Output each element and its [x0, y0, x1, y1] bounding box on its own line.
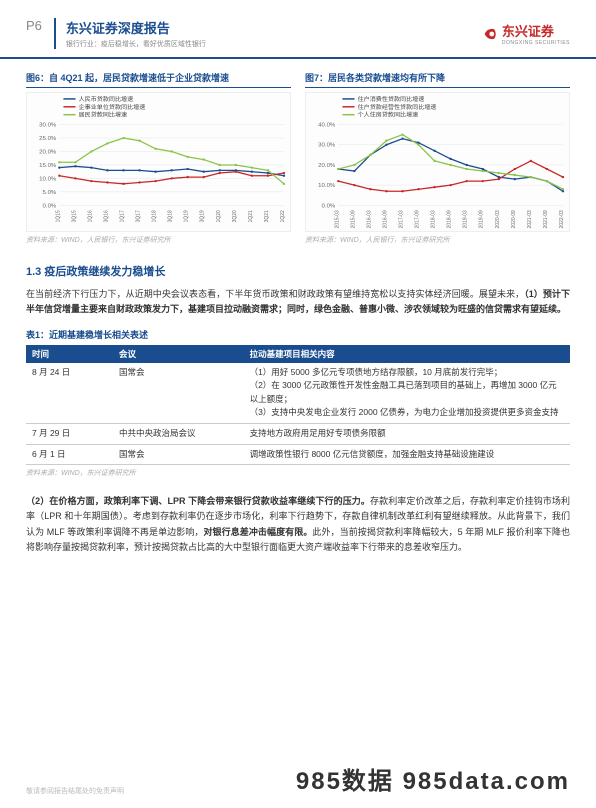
- report-title: 东兴证券深度报告: [66, 18, 206, 37]
- svg-text:2016-09: 2016-09: [382, 210, 388, 228]
- chart7-source: 资料来源：WIND，人民银行，东兴证券研究所: [305, 235, 570, 245]
- table1-th-2: 拉动基建项目相关内容: [244, 345, 570, 363]
- svg-text:3Q17: 3Q17: [136, 210, 142, 222]
- section-13-para: 在当前经济下行压力下，从近期中央会议表态看，下半年货币政策和财政政策有望维持宽松…: [26, 287, 570, 318]
- svg-text:人民币贷款同比增速: 人民币贷款同比增速: [79, 95, 134, 103]
- header-title-block: 东兴证券深度报告 银行行业：疫后稳增长，看好优质区域性银行: [54, 18, 206, 49]
- svg-text:10.0%: 10.0%: [318, 183, 336, 189]
- svg-text:3Q15: 3Q15: [71, 210, 77, 222]
- svg-text:1Q15: 1Q15: [55, 210, 61, 222]
- svg-text:2019-03: 2019-03: [463, 210, 469, 228]
- svg-text:2018-09: 2018-09: [447, 210, 453, 228]
- table-cell: 6 月 1 日: [26, 444, 113, 465]
- svg-text:住户消费性贷款同比增速: 住户消费性贷款同比增速: [358, 95, 425, 103]
- svg-text:20.0%: 20.0%: [39, 150, 57, 156]
- table1-th-1: 会议: [113, 345, 244, 363]
- svg-text:1Q20: 1Q20: [216, 210, 222, 222]
- svg-text:2021-09: 2021-09: [543, 210, 549, 228]
- chart6-source: 资料来源：WIND，人民银行，东兴证券研究所: [26, 235, 291, 245]
- watermark: 985数据 985data.com: [296, 761, 570, 796]
- svg-text:2021-03: 2021-03: [527, 210, 533, 228]
- svg-text:0.0%: 0.0%: [322, 203, 337, 209]
- table1-source: 资料来源：WIND，东兴证券研究所: [26, 468, 570, 478]
- table-cell: 8 月 24 日: [26, 363, 113, 424]
- chart6-box: 0.0% 5.0% 10.0% 15.0% 20.0% 25.0% 30.0% 1Q15 3Q1…: [26, 92, 291, 232]
- svg-text:30.0%: 30.0%: [318, 143, 336, 149]
- table1-title: 表1：近期基建稳增长相关表述: [26, 328, 570, 341]
- svg-text:0.0%: 0.0%: [43, 203, 58, 209]
- svg-text:20.0%: 20.0%: [318, 163, 336, 169]
- svg-text:个人住房贷款同比增速: 个人住房贷款同比增速: [358, 111, 419, 119]
- svg-text:3Q16: 3Q16: [103, 210, 109, 222]
- chart6-title: 图6：自 4Q21 起，居民贷款增速低于企业贷款增速: [26, 71, 291, 88]
- svg-text:3Q18: 3Q18: [168, 210, 174, 222]
- svg-text:2020-03: 2020-03: [495, 210, 501, 228]
- svg-text:1Q19: 1Q19: [184, 210, 190, 222]
- svg-text:2017-03: 2017-03: [398, 210, 404, 228]
- chart7-col: 图7：居民各类贷款增速均有所下降 0.0% 10.0% 20.0% 30.0% 40.0…: [305, 71, 570, 245]
- svg-text:10.0%: 10.0%: [39, 176, 57, 182]
- table1: 时间会议拉动基建项目相关内容 8 月 24 日国常会（1）用好 5000 多亿元…: [26, 345, 570, 466]
- table-cell: 支持地方政府用足用好专项债务限额: [244, 423, 570, 444]
- svg-text:3Q19: 3Q19: [200, 210, 206, 222]
- table-cell: 调增政策性银行 8000 亿元信贷额度，加强金融支持基础设施建设: [244, 444, 570, 465]
- table-row: 8 月 24 日国常会（1）用好 5000 多亿元专项债地方结存限额，10 月底…: [26, 363, 570, 424]
- svg-text:1Q18: 1Q18: [152, 210, 158, 222]
- svg-text:1Q21: 1Q21: [248, 210, 254, 222]
- svg-text:3Q21: 3Q21: [264, 210, 270, 222]
- table1-th-0: 时间: [26, 345, 113, 363]
- svg-text:1Q17: 1Q17: [119, 210, 125, 222]
- svg-text:企事业单位贷款同比增速: 企事业单位贷款同比增速: [79, 103, 146, 111]
- svg-text:住户贷款经营性贷款同比增速: 住户贷款经营性贷款同比增速: [358, 103, 437, 111]
- svg-text:居民贷款同比增速: 居民贷款同比增速: [79, 111, 128, 119]
- svg-text:15.0%: 15.0%: [39, 163, 57, 169]
- svg-text:1Q16: 1Q16: [87, 210, 93, 222]
- table-cell: 中共中央政治局会议: [113, 423, 244, 444]
- svg-text:40.0%: 40.0%: [318, 123, 336, 129]
- chart7-title: 图7：居民各类贷款增速均有所下降: [305, 71, 570, 88]
- report-subtitle: 银行行业：疫后稳增长，看好优质区域性银行: [66, 39, 206, 49]
- page-header: P6 东兴证券深度报告 银行行业：疫后稳增长，看好优质区域性银行 东兴证券 DO…: [0, 0, 596, 59]
- svg-text:2015-09: 2015-09: [350, 210, 356, 228]
- svg-text:1Q22: 1Q22: [280, 210, 286, 222]
- page-footer: 敬请参阅报告结尾处的免责声明 985数据 985data.com: [26, 761, 570, 796]
- svg-text:2016-03: 2016-03: [366, 210, 372, 228]
- page-number: P6: [26, 18, 42, 33]
- svg-text:2022-03: 2022-03: [559, 210, 565, 228]
- table-row: 6 月 1 日国常会调增政策性银行 8000 亿元信贷额度，加强金融支持基础设施…: [26, 444, 570, 465]
- section-13-heading: 1.3 疫后政策继续发力稳增长: [26, 263, 570, 279]
- table-row: 7 月 29 日中共中央政治局会议支持地方政府用足用好专项债务限额: [26, 423, 570, 444]
- section-13: 1.3 疫后政策继续发力稳增长 在当前经济下行压力下，从近期中央会议表态看，下半…: [0, 249, 596, 484]
- table-cell: 国常会: [113, 444, 244, 465]
- chart7-box: 0.0% 10.0% 20.0% 30.0% 40.0% 2015-03 2015-09 20…: [305, 92, 570, 232]
- company-logo: 东兴证券 DONGXING SECURITIES: [483, 21, 570, 46]
- header-left: P6 东兴证券深度报告 银行行业：疫后稳增长，看好优质区域性银行: [26, 18, 206, 49]
- chart6-col: 图6：自 4Q21 起，居民贷款增速低于企业贷款增速 0.0% 5.0% 10.0%…: [26, 71, 291, 245]
- svg-text:2017-09: 2017-09: [415, 210, 421, 228]
- svg-text:2018-03: 2018-03: [431, 210, 437, 228]
- para2-text: （2）在价格方面，政策利率下调、LPR 下降会带来银行贷款收益率继续下行的压力。…: [26, 494, 570, 555]
- svg-text:3Q20: 3Q20: [232, 210, 238, 222]
- svg-text:2019-09: 2019-09: [479, 210, 485, 228]
- svg-text:2020-09: 2020-09: [511, 210, 517, 228]
- logo-text: 东兴证券: [502, 24, 554, 39]
- table-cell: （1）用好 5000 多亿元专项债地方结存限额，10 月底前发行完毕；（2）在 …: [244, 363, 570, 424]
- para2-section: （2）在价格方面，政策利率下调、LPR 下降会带来银行贷款收益率继续下行的压力。…: [0, 484, 596, 561]
- svg-text:25.0%: 25.0%: [39, 136, 57, 142]
- charts-row: 图6：自 4Q21 起，居民贷款增速低于企业贷款增速 0.0% 5.0% 10.0%…: [0, 59, 596, 249]
- table-cell: 国常会: [113, 363, 244, 424]
- svg-text:5.0%: 5.0%: [43, 190, 58, 196]
- table-cell: 7 月 29 日: [26, 423, 113, 444]
- svg-text:30.0%: 30.0%: [39, 123, 57, 129]
- svg-text:2015-03: 2015-03: [334, 210, 340, 228]
- footer-note: 敬请参阅报告结尾处的免责声明: [26, 786, 124, 796]
- logo-sub: DONGXING SECURITIES: [502, 40, 570, 46]
- logo-icon: [483, 26, 499, 42]
